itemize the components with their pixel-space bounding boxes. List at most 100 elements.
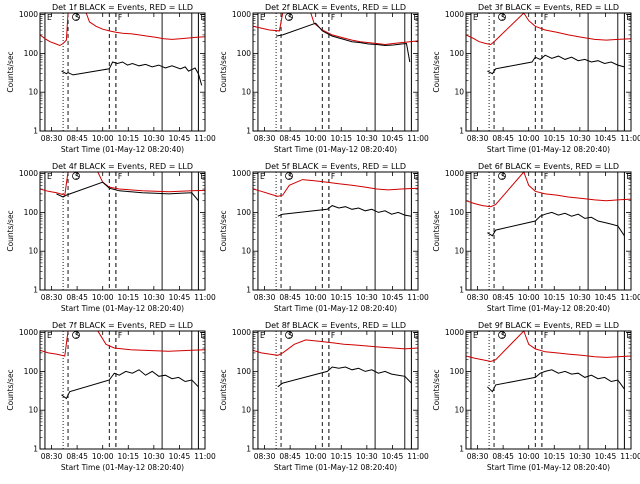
events-series-line [487, 369, 625, 393]
x-tick-label: 10:15 [117, 134, 139, 143]
plot-frame [39, 330, 206, 450]
x-tick-label: 10:30 [356, 452, 378, 461]
event-marker-label: F [118, 172, 122, 181]
lld-series-line [465, 12, 632, 46]
x-tick-label: 08:45 [492, 134, 514, 143]
y-axis-label: Counts/sec [432, 51, 441, 92]
events-series-line [487, 54, 625, 75]
panel-title: Det 2f BLACK = Events, RED = LLD [265, 3, 406, 12]
event-marker-label: E [47, 172, 52, 181]
x-axis-label: Start Time (01-May-12 08:20:40) [61, 304, 184, 313]
event-marker-label: F [331, 331, 335, 340]
x-tick-label: 11:00 [407, 134, 429, 143]
lld-series-line [39, 171, 206, 196]
x-tick-label: 08:45 [66, 134, 88, 143]
x-tick-label: 10:15 [330, 293, 352, 302]
y-tick-label: 100 [24, 208, 39, 217]
event-marker-label: E [200, 331, 205, 340]
x-tick-label: 10:00 [305, 134, 327, 143]
events-series-line [276, 22, 411, 63]
y-tick-label: 10 [28, 406, 38, 415]
event-marker-label: E [260, 331, 265, 340]
y-axis-label: Counts/sec [6, 210, 15, 251]
event-marker-label: S [501, 172, 506, 181]
event-marker-label: F [118, 13, 122, 22]
x-tick-label: 11:00 [620, 452, 640, 461]
event-marker-label: S [288, 172, 293, 181]
lld-series-line [465, 330, 632, 363]
plot-frame [39, 12, 206, 132]
x-tick-label: 10:15 [117, 452, 139, 461]
y-tick-label: 100 [450, 208, 465, 217]
lld-series-line [252, 179, 419, 197]
x-tick-label: 10:30 [569, 293, 591, 302]
panel-title: Det 5f BLACK = Events, RED = LLD [265, 162, 406, 171]
y-tick-label: 1 [33, 286, 38, 295]
x-tick-label: 10:45 [595, 452, 617, 461]
detector-panel: Det 2f BLACK = Events, RED = LLD Counts/s… [219, 3, 429, 154]
event-marker-label: E [473, 13, 478, 22]
x-axis-label: Start Time (01-May-12 08:20:40) [61, 145, 184, 154]
y-tick-label: 10 [28, 88, 38, 97]
events-series-line [56, 181, 199, 202]
x-tick-label: 10:15 [330, 452, 352, 461]
x-tick-label: 08:30 [467, 452, 489, 461]
x-tick-label: 08:30 [254, 293, 276, 302]
x-tick-label: 10:45 [382, 134, 404, 143]
y-tick-label: 100 [237, 367, 252, 376]
panel-title: Det 4f BLACK = Events, RED = LLD [52, 162, 193, 171]
plot-frame [252, 171, 419, 291]
y-tick-label: 10 [241, 88, 251, 97]
y-tick-label: 1000 [19, 169, 38, 178]
y-axis-label: Counts/sec [6, 51, 15, 92]
events-series-line [277, 366, 412, 388]
x-tick-label: 08:45 [279, 452, 301, 461]
events-series-line [277, 205, 412, 217]
y-tick-label: 1000 [445, 169, 464, 178]
y-tick-label: 100 [24, 49, 39, 58]
y-tick-label: 100 [450, 367, 465, 376]
event-marker-label: S [501, 13, 506, 22]
x-tick-label: 11:00 [194, 452, 216, 461]
x-tick-label: 10:00 [92, 134, 114, 143]
event-marker-label: F [544, 172, 548, 181]
x-tick-label: 08:30 [41, 452, 63, 461]
detector-panel: Det 4f BLACK = Events, RED = LLD Counts/s… [6, 162, 216, 313]
detector-panel: Det 5f BLACK = Events, RED = LLD Counts/s… [219, 162, 429, 313]
x-tick-label: 08:30 [254, 134, 276, 143]
x-tick-label: 10:15 [543, 452, 565, 461]
x-tick-label: 10:15 [330, 134, 352, 143]
y-tick-label: 1000 [232, 10, 251, 19]
y-tick-label: 1000 [19, 328, 38, 337]
event-marker-label: F [331, 13, 335, 22]
y-tick-label: 1 [33, 127, 38, 136]
x-tick-label: 08:45 [492, 293, 514, 302]
x-tick-label: 11:00 [620, 293, 640, 302]
y-axis-label: Counts/sec [219, 51, 228, 92]
x-axis-label: Start Time (01-May-12 08:20:40) [487, 463, 610, 472]
event-marker-label: E [626, 331, 631, 340]
detector-panel: Det 6f BLACK = Events, RED = LLD Counts/s… [432, 162, 640, 313]
event-marker-label: E [260, 13, 265, 22]
x-tick-label: 10:00 [518, 134, 540, 143]
x-tick-label: 10:45 [595, 134, 617, 143]
panel-title: Det 1f BLACK = Events, RED = LLD [52, 3, 193, 12]
event-marker-label: S [288, 331, 293, 340]
panel-title: Det 7f BLACK = Events, RED = LLD [52, 321, 193, 330]
x-tick-label: 10:15 [543, 134, 565, 143]
y-tick-label: 10 [454, 88, 464, 97]
x-axis-label: Start Time (01-May-12 08:20:40) [487, 145, 610, 154]
x-tick-label: 08:30 [467, 293, 489, 302]
x-tick-label: 10:45 [169, 452, 191, 461]
lld-series-line [465, 171, 632, 208]
x-tick-label: 11:00 [407, 293, 429, 302]
y-tick-label: 1000 [445, 10, 464, 19]
plot-frame [465, 12, 632, 132]
event-marker-label: E [47, 13, 52, 22]
x-tick-label: 10:00 [305, 293, 327, 302]
y-tick-label: 10 [454, 247, 464, 256]
x-tick-label: 10:15 [117, 293, 139, 302]
x-tick-label: 08:45 [66, 452, 88, 461]
